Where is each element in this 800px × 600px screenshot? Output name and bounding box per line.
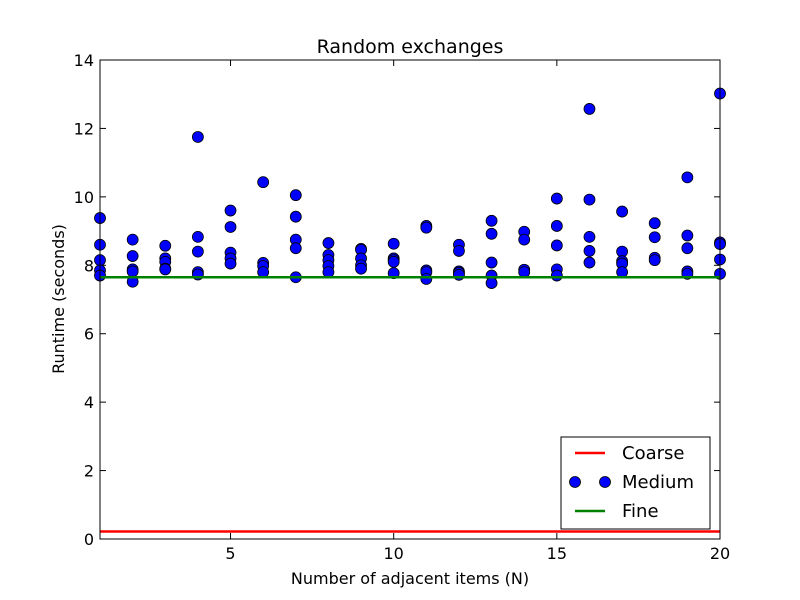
chart-title: Random exchanges <box>317 36 504 58</box>
medium-point <box>126 233 139 246</box>
medium-point <box>387 255 400 268</box>
medium-point <box>681 242 694 255</box>
medium-point <box>289 242 302 255</box>
medium-point <box>485 277 498 289</box>
medium-point <box>550 239 563 252</box>
medium-point <box>191 230 204 243</box>
y-tick-label: 12 <box>74 119 94 138</box>
medium-point <box>550 192 563 205</box>
medium-point <box>583 256 596 269</box>
x-tick-label: 15 <box>547 544 567 563</box>
y-tick-label: 2 <box>84 462 94 481</box>
y-tick-label: 4 <box>84 393 94 412</box>
legend-label-medium: Medium <box>622 472 694 493</box>
medium-point <box>126 250 139 262</box>
medium-point <box>420 221 433 234</box>
x-tick-label: 10 <box>384 544 404 563</box>
medium-point <box>387 267 400 280</box>
medium-point <box>224 221 237 233</box>
legend-label-fine: Fine <box>622 501 659 522</box>
medium-point <box>518 266 531 279</box>
y-tick-label: 6 <box>84 325 94 344</box>
medium-point <box>550 269 563 282</box>
medium-point <box>322 237 335 249</box>
y-axis-label: Runtime (seconds) <box>49 224 68 374</box>
medium-point <box>583 193 596 206</box>
medium-point <box>289 210 302 223</box>
medium-point <box>518 233 531 246</box>
medium-point <box>453 268 465 281</box>
medium-point <box>648 217 661 230</box>
x-tick-label: 5 <box>225 544 235 563</box>
medium-point <box>126 265 139 278</box>
medium-point <box>485 214 498 227</box>
plot-area <box>94 87 726 533</box>
medium-point <box>191 245 204 258</box>
legend: Coarse Medium Fine <box>560 436 711 530</box>
medium-point <box>322 266 335 279</box>
medium-point <box>583 230 596 243</box>
medium-point <box>485 256 498 269</box>
medium-point <box>224 204 237 217</box>
plot-frame <box>99 59 721 540</box>
x-tick-label: 20 <box>710 544 730 563</box>
medium-point <box>257 266 270 279</box>
medium-point <box>387 237 400 250</box>
legend-marker-medium-1 <box>569 476 581 488</box>
axis-ticks: 5 10 15 20 0 2 4 6 8 10 12 14 <box>74 51 731 563</box>
medium-point <box>485 227 498 240</box>
medium-point <box>681 229 694 242</box>
medium-point <box>420 273 433 285</box>
medium-point <box>616 205 629 218</box>
medium-point <box>681 171 694 184</box>
medium-point <box>648 254 661 267</box>
medium-point <box>224 257 237 270</box>
medium-point <box>159 263 172 276</box>
y-tick-label: 8 <box>84 256 94 275</box>
medium-point <box>583 103 596 115</box>
medium-point <box>648 231 661 244</box>
y-tick-label: 14 <box>74 51 94 70</box>
medium-point <box>616 266 629 279</box>
medium-point <box>355 262 367 275</box>
medium-point <box>550 220 563 232</box>
medium-point <box>453 245 465 257</box>
medium-point <box>257 176 270 189</box>
y-tick-label: 0 <box>84 530 94 549</box>
y-tick-label: 10 <box>74 188 94 207</box>
x-axis-label: Number of adjacent items (N) <box>291 569 529 588</box>
medium-point <box>159 239 172 252</box>
medium-point <box>191 131 204 143</box>
medium-point <box>583 245 596 257</box>
legend-marker-medium-2 <box>599 476 611 488</box>
medium-point <box>289 189 302 202</box>
legend-label-coarse: Coarse <box>622 443 684 464</box>
